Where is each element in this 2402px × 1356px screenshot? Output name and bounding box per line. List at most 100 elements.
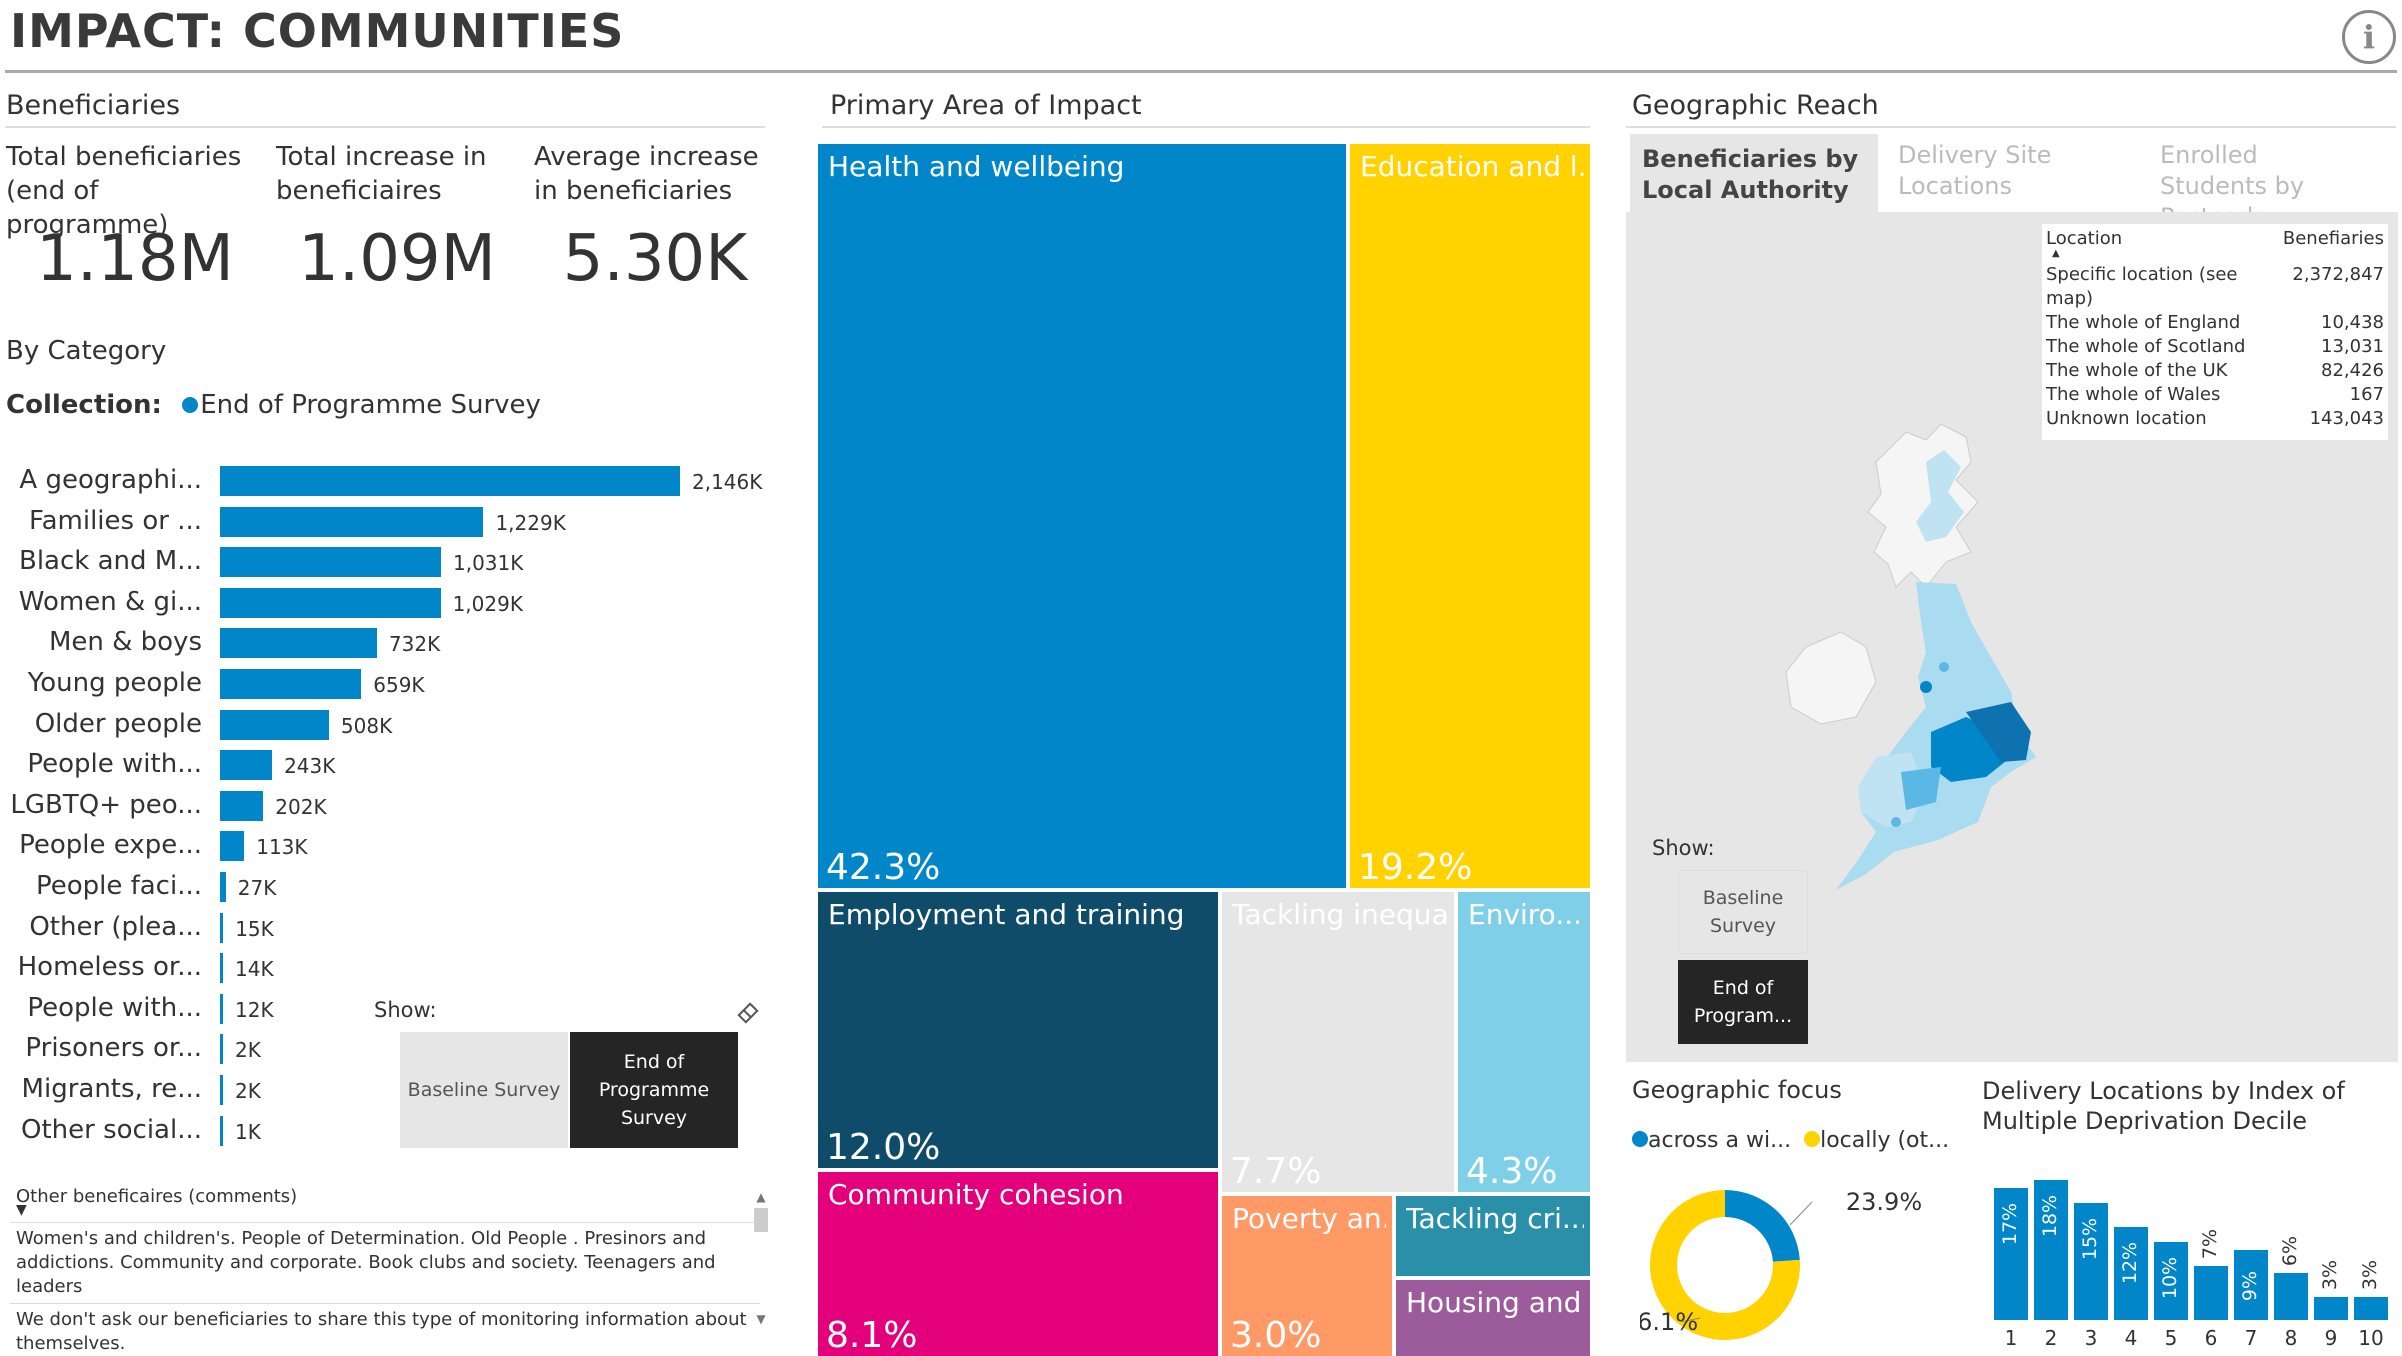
- tab-enrolled-students[interactable]: Enrolled Students by Postcode: [2160, 141, 2305, 231]
- category-label: Families or ...: [29, 505, 202, 536]
- decile-bar[interactable]: [2114, 1226, 2148, 1320]
- comments-title: Other beneficaires (comments): [16, 1186, 298, 1207]
- collection-dot: [182, 397, 199, 413]
- category-bar[interactable]: [220, 912, 224, 943]
- table-row[interactable]: The whole of England 10,438: [2042, 311, 2388, 335]
- category-label: Men & boys: [48, 627, 202, 658]
- decile-bar[interactable]: [2154, 1242, 2188, 1320]
- uk-map-icon[interactable]: [1626, 212, 2398, 1062]
- table-header-beneficiaries[interactable]: Benefiaries: [2282, 228, 2384, 249]
- category-label: Homeless or...: [17, 952, 202, 983]
- category-value: 2K: [235, 1079, 261, 1103]
- decile-bar[interactable]: [2314, 1296, 2348, 1320]
- category-bar[interactable]: [220, 872, 226, 902]
- scroll-up-icon[interactable]: ▲: [756, 1190, 766, 1204]
- treemap-tile[interactable]: Community cohesion 8.1%: [818, 1172, 1218, 1356]
- sort-asc-icon[interactable]: ▲: [2052, 248, 2060, 259]
- category-bar[interactable]: [220, 506, 484, 537]
- category-value: 113K: [256, 835, 308, 860]
- treemap-tile[interactable]: Health and wellbeing 42.3%: [818, 144, 1346, 888]
- table-row[interactable]: Unknown location 143,043: [2042, 407, 2388, 431]
- tab-local-authority[interactable]: Beneficiaries by Local Authority: [1630, 134, 1878, 212]
- baseline-survey-button[interactable]: Baseline Survey: [400, 1032, 568, 1148]
- comments-scrollbar[interactable]: ▲ ▼: [754, 1190, 768, 1350]
- geo-end-of-program-button[interactable]: End of Program...: [1678, 960, 1808, 1044]
- category-bar[interactable]: [220, 1075, 223, 1105]
- decile-bar[interactable]: [2034, 1180, 2068, 1320]
- category-label: Young people: [27, 668, 202, 698]
- decile-bar[interactable]: [2274, 1273, 2308, 1320]
- treemap-tile[interactable]: Housing and...: [1396, 1280, 1590, 1356]
- treemap-tile[interactable]: Employment and training 12.0%: [818, 892, 1218, 1168]
- category-bar[interactable]: [220, 466, 680, 496]
- treemap-tile[interactable]: Tackling cri...: [1396, 1196, 1590, 1276]
- category-bar[interactable]: [220, 790, 264, 821]
- category-bar[interactable]: [220, 993, 223, 1024]
- geo-title: Geographic Reach: [1632, 90, 1879, 121]
- category-bar[interactable]: [220, 953, 223, 984]
- category-bar[interactable]: [220, 1115, 223, 1146]
- category-label: Prisoners or...: [25, 1033, 202, 1064]
- category-bar[interactable]: [220, 750, 273, 781]
- category-bar[interactable]: [220, 587, 441, 618]
- category-label: Other (plea...: [29, 911, 202, 942]
- info-icon[interactable]: i: [2342, 10, 2396, 64]
- tab-delivery-sites[interactable]: Delivery Site Locations: [1898, 141, 2052, 200]
- decile-bar[interactable]: [2194, 1265, 2228, 1320]
- geo-baseline-button[interactable]: Baseline Survey: [1678, 870, 1808, 954]
- category-bar[interactable]: [220, 628, 377, 659]
- decile-value: 9%: [2239, 1270, 2261, 1302]
- treemap-tile[interactable]: Tackling inequa... 7.7%: [1222, 892, 1454, 1192]
- decile-bar[interactable]: [2074, 1203, 2108, 1320]
- sort-down-icon[interactable]: ▼: [16, 1202, 27, 1218]
- table-row[interactable]: The whole of the UK 82,426: [2042, 359, 2388, 383]
- beneficiaries-divider: [5, 126, 765, 128]
- category-bar[interactable]: [220, 709, 329, 740]
- donut-slice[interactable]: [1725, 1190, 1800, 1262]
- table-cell-location: Specific location (see map): [2046, 264, 2238, 309]
- decile-bar-chart: 17% 1 18% 2 15% 3 12% 4 10% 5 7% 6 9% 7 6% 8 3% 9 3% 10: [1994, 1160, 2394, 1354]
- end-of-programme-button[interactable]: End of Programme Survey: [570, 1032, 738, 1148]
- location-table[interactable]: Location Benefiaries ▲ Specific location …: [2042, 224, 2388, 440]
- decile-tick: 3: [2084, 1326, 2098, 1350]
- decile-bar[interactable]: [2234, 1250, 2268, 1320]
- category-label: Migrants, re...: [21, 1074, 202, 1104]
- category-bar[interactable]: [220, 1034, 223, 1065]
- treemap-label: Poverty an...: [1232, 1202, 1386, 1235]
- decile-tick: 6: [2204, 1326, 2218, 1350]
- treemap-percent: 12.0%: [826, 1127, 941, 1168]
- kpi-average-label: Average increase in beneficiaries: [534, 142, 759, 206]
- category-label: A geographi...: [19, 465, 202, 495]
- table-header-location[interactable]: Location: [2046, 228, 2123, 249]
- decile-bar[interactable]: [1994, 1187, 2028, 1320]
- treemap-tile[interactable]: Education and l... 19.2%: [1350, 144, 1590, 888]
- category-bar[interactable]: [220, 547, 441, 578]
- decile-value: 7%: [2199, 1228, 2221, 1259]
- table-row[interactable]: The whole of Scotland 13,031: [2042, 335, 2388, 359]
- table-row[interactable]: Specific location (see map) 2,372,847: [2042, 263, 2388, 311]
- category-label: Women & gi...: [18, 586, 202, 617]
- category-bar[interactable]: [220, 831, 245, 862]
- kpi-total-value: 1.18M: [36, 222, 234, 296]
- donut-slice[interactable]: [1650, 1190, 1800, 1340]
- scroll-thumb[interactable]: [754, 1208, 768, 1232]
- treemap-tile[interactable]: Enviro... 4.3%: [1458, 892, 1590, 1192]
- category-bar[interactable]: [220, 669, 362, 699]
- donut-label: 76.1%: [1640, 1308, 1698, 1336]
- decile-value: 18%: [2039, 1194, 2061, 1238]
- treemap-label: Tackling inequa...: [1232, 898, 1448, 931]
- comments-list[interactable]: Women's and children's. People of Determ…: [10, 1222, 760, 1350]
- treemap-label: Tackling cri...: [1406, 1202, 1584, 1235]
- eraser-icon[interactable]: [736, 1002, 760, 1024]
- decile-value: 6%: [2279, 1236, 2301, 1267]
- page-title: IMPACT: COMMUNITIES: [10, 4, 625, 58]
- decile-bar[interactable]: [2354, 1296, 2388, 1320]
- treemap-tile[interactable]: Poverty an... 3.0%: [1222, 1196, 1392, 1356]
- table-row[interactable]: The whole of Wales 167: [2042, 383, 2388, 407]
- geo-show-label: Show:: [1652, 836, 1715, 860]
- scroll-down-icon[interactable]: ▼: [756, 1312, 766, 1326]
- decile-value: 15%: [2079, 1218, 2101, 1261]
- category-value: 15K: [235, 916, 274, 941]
- category-label: People with...: [27, 749, 202, 780]
- location-rows: Specific location (see map) 2,372,847 The …: [2042, 263, 2388, 431]
